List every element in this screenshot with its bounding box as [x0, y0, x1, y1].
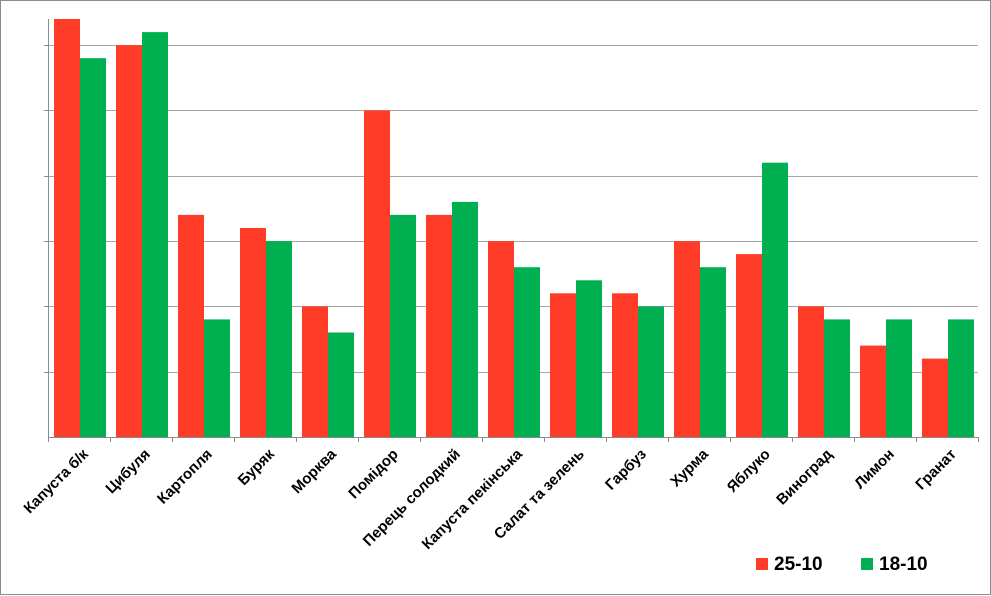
bars	[54, 19, 974, 438]
bar-18-10-13	[824, 319, 850, 437]
bar-25-10-1	[54, 19, 80, 437]
legend-label-25-10: 25-10	[774, 554, 823, 575]
x-tick-label: Цибуля	[102, 446, 153, 497]
bar-25-10-3	[178, 214, 204, 437]
legend-swatch-25-10	[756, 558, 768, 570]
bar-18-10-6	[390, 214, 416, 437]
bar-18-10-2	[142, 32, 168, 437]
legend-label-18-10: 18-10	[879, 554, 928, 575]
bar-18-10-4	[266, 241, 292, 437]
bar-25-10-6	[364, 110, 390, 438]
bar-18-10-7	[452, 201, 478, 437]
bar-25-10-2	[116, 45, 142, 437]
x-tick-label: Помідор	[345, 446, 401, 502]
bar-25-10-11	[674, 241, 700, 437]
bar-18-10-9	[576, 280, 602, 438]
bar-25-10-14	[860, 345, 886, 437]
bar-18-10-5	[328, 332, 354, 437]
bar-25-10-4	[240, 228, 266, 437]
bar-18-10-1	[80, 58, 106, 437]
x-tick-label: Картопля	[154, 446, 216, 508]
bar-25-10-8	[488, 241, 514, 437]
bar-18-10-14	[886, 319, 912, 437]
bar-25-10-5	[302, 306, 328, 437]
legend-swatch-18-10	[861, 558, 873, 570]
x-tick-label: Морква	[288, 445, 340, 497]
x-tick-label: Буряк	[235, 445, 278, 488]
bar-18-10-3	[204, 319, 230, 437]
bar-25-10-9	[550, 293, 576, 437]
bar-18-10-8	[514, 267, 540, 437]
legend: 25-10 18-10	[756, 554, 928, 575]
axes	[44, 19, 979, 442]
bar-18-10-15	[948, 319, 974, 437]
x-tick-label: Лимон	[851, 446, 898, 493]
x-tick-label: Яблуко	[724, 446, 774, 496]
bar-25-10-7	[426, 214, 452, 437]
x-tick-label: Гранат	[912, 446, 960, 494]
bar-25-10-13	[798, 306, 824, 437]
x-tick-label: Виноград	[773, 445, 836, 508]
bar-25-10-15	[922, 358, 948, 437]
x-tick-label: Гарбуз	[602, 446, 650, 494]
bar-25-10-12	[736, 254, 762, 437]
x-tick-label: Хурма	[667, 445, 712, 490]
x-tick-labels: Капуста б/к Цибуля Картопля Буряк Морква Помі…	[21, 445, 960, 553]
bar-18-10-11	[700, 267, 726, 437]
bar-18-10-10	[638, 306, 664, 437]
bar-25-10-10	[612, 293, 638, 437]
x-tick-label: Капуста б/к	[21, 445, 93, 517]
bar-18-10-12	[762, 162, 788, 437]
